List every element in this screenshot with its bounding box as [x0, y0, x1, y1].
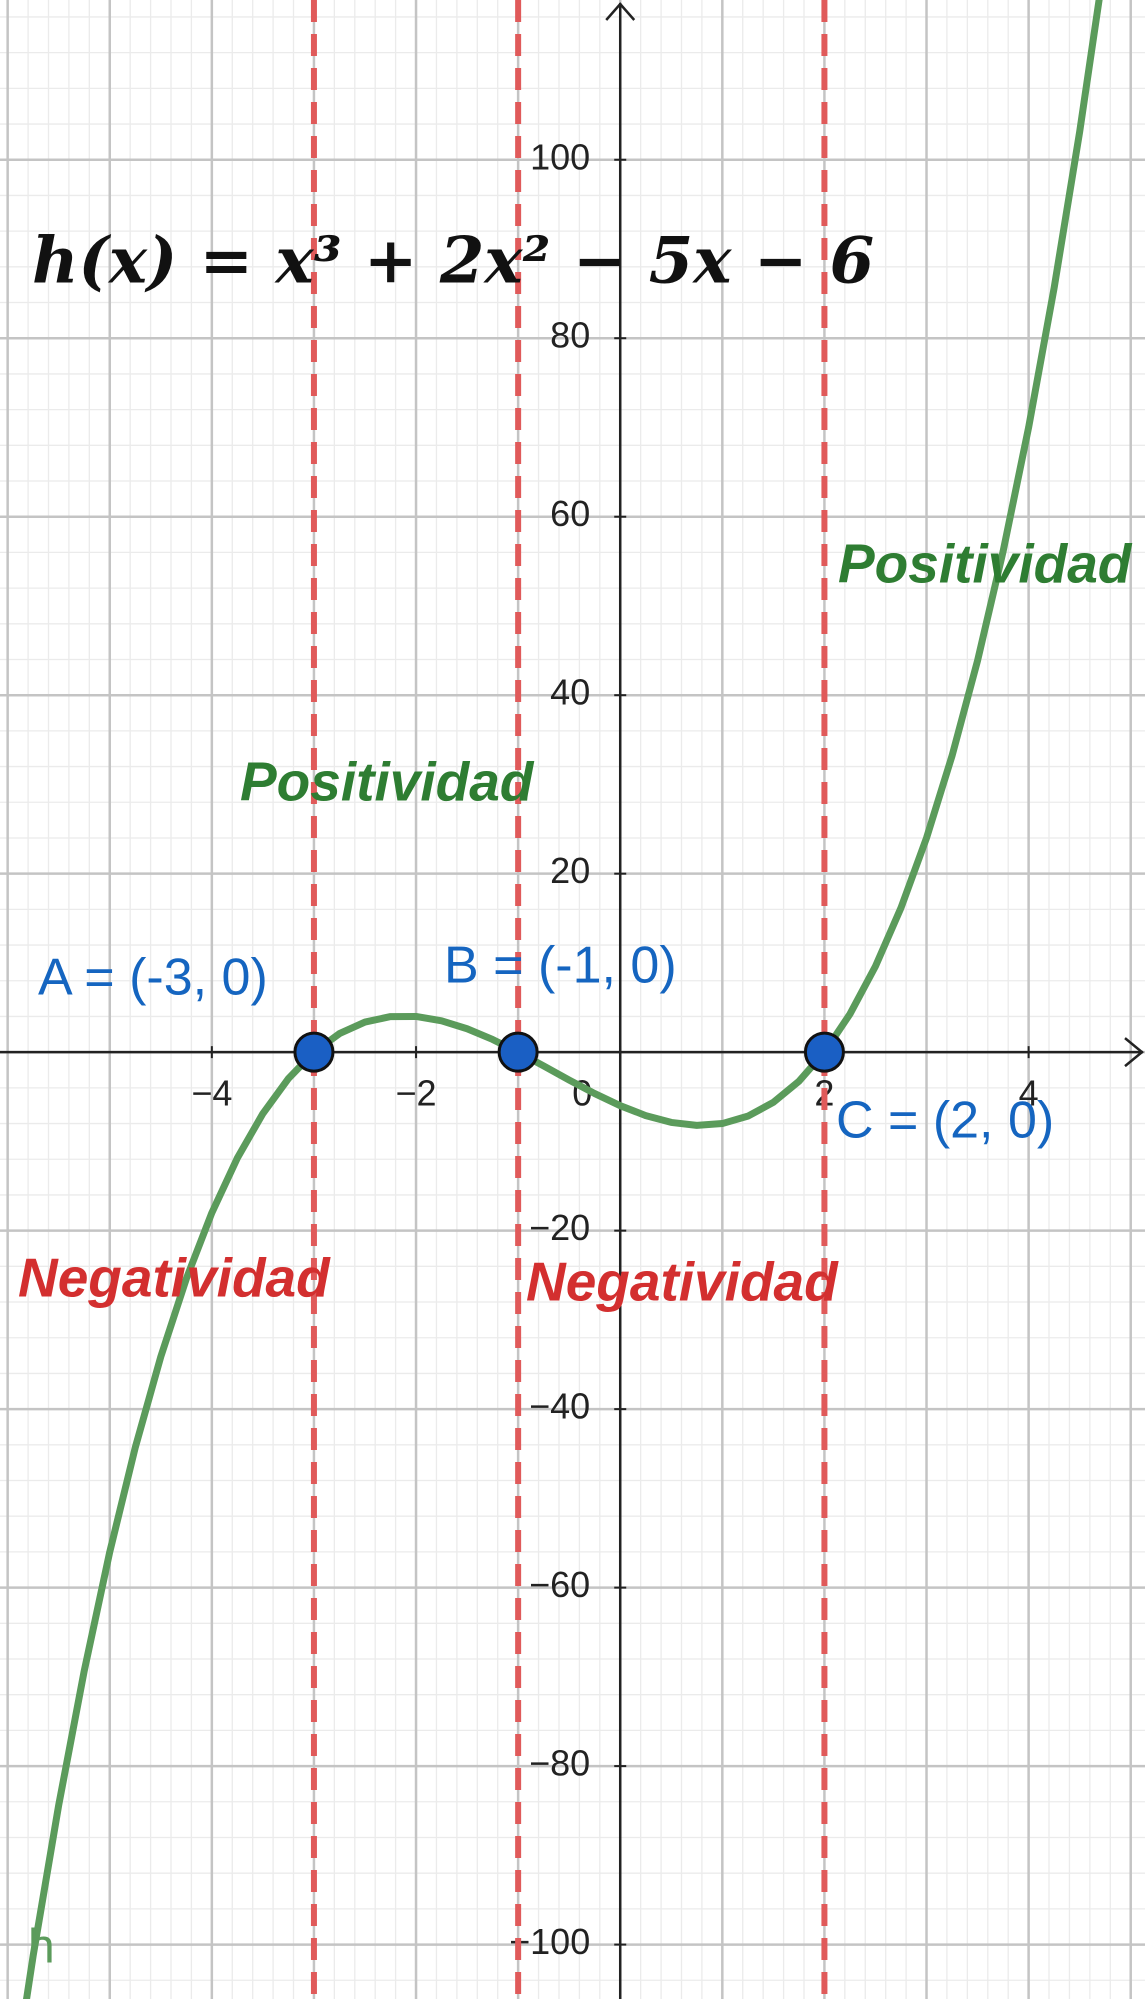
y-tick-label: −80 — [529, 1743, 590, 1784]
y-tick-label: −40 — [529, 1386, 590, 1427]
y-tick-label: 80 — [550, 315, 590, 356]
y-tick-label: 20 — [550, 850, 590, 891]
annotation: Negatividad — [526, 1251, 839, 1313]
x-tick-label: 4 — [1019, 1073, 1039, 1114]
formula-title: h(x) = x³ + 2x² − 5x − 6 — [32, 224, 874, 299]
root-point — [497, 1031, 539, 1073]
y-tick-label: −60 — [529, 1564, 590, 1605]
root-point — [293, 1031, 335, 1073]
y-tick-label: 100 — [530, 136, 590, 177]
y-tick-label: 40 — [550, 672, 590, 713]
y-tick-label: −20 — [529, 1207, 590, 1248]
point-label: C = (2, 0) — [836, 1092, 1054, 1150]
point-label: B = (-1, 0) — [444, 937, 677, 995]
x-axis-arrow — [1124, 1037, 1144, 1068]
root-point — [803, 1031, 845, 1073]
curve-label: h — [28, 1921, 55, 1974]
annotation: Positividad — [240, 751, 535, 813]
annotation: Negatividad — [18, 1247, 331, 1309]
y-tick-label: 60 — [550, 493, 590, 534]
x-tick-label: −2 — [396, 1073, 437, 1114]
point-label: A = (-3, 0) — [38, 949, 268, 1007]
y-tick-label: −100 — [509, 1921, 590, 1962]
y-axis-arrow — [605, 2, 636, 21]
function-curve — [23, 0, 1103, 1999]
x-tick-label: −4 — [191, 1073, 232, 1114]
annotation: Positividad — [838, 533, 1133, 595]
